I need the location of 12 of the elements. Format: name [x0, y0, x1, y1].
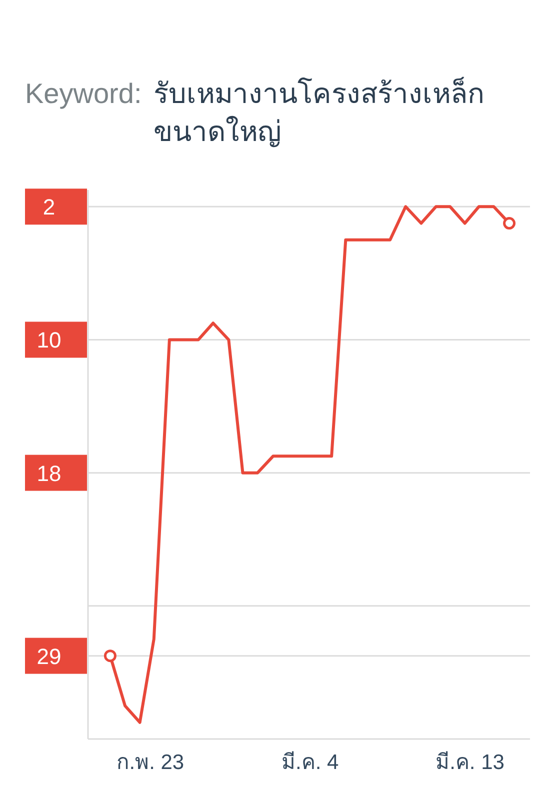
y-tick-label: 2: [42, 194, 56, 220]
ytick: 29: [25, 638, 87, 674]
ytick: 10: [25, 322, 87, 358]
title: Keyword: รับเหมางานโครงสร้างเหล็กขนาดใหญ่: [25, 78, 485, 147]
y-tick-label: 29: [36, 644, 62, 669]
x-tick-label: มี.ค. 4: [282, 751, 340, 774]
y-tick-label: 10: [36, 328, 62, 353]
ytick: 18: [25, 454, 87, 491]
x-tick-label: ก.พ. 23: [116, 751, 184, 774]
ytick: 2: [25, 188, 87, 225]
y-tick-label: 18: [36, 460, 62, 486]
x-tick-label: มี.ค. 13: [436, 751, 504, 774]
